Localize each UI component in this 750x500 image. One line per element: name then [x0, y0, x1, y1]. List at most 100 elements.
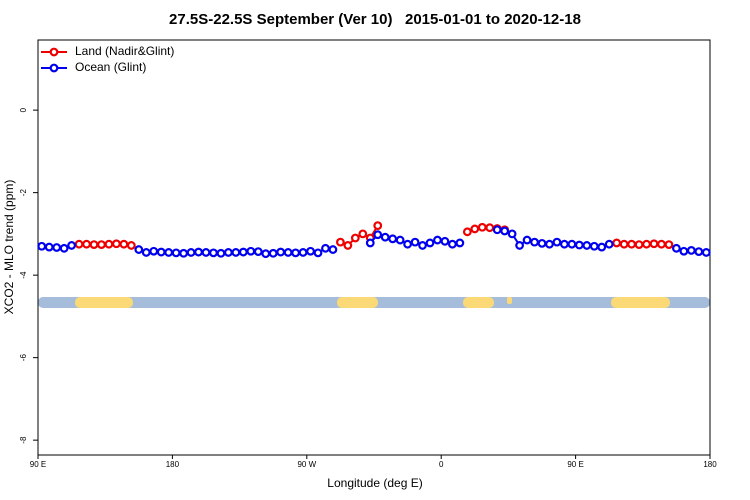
data-point	[156, 247, 166, 257]
data-point	[604, 239, 614, 249]
data-point	[283, 248, 293, 257]
data-point	[612, 238, 622, 248]
chart-title: 27.5S-22.5S September (Ver 10) 2015-01-0…	[169, 11, 581, 28]
data-point	[545, 239, 554, 249]
data-point	[268, 248, 278, 258]
data-point	[515, 241, 524, 250]
x-tick-label: 0	[439, 460, 444, 469]
x-tick-label: 180	[703, 460, 717, 469]
data-point	[477, 222, 487, 232]
data-point	[582, 241, 592, 250]
data-point	[59, 243, 69, 253]
data-point	[373, 221, 383, 231]
data-point	[567, 239, 577, 249]
data-point	[395, 235, 405, 245]
data-point	[298, 248, 308, 257]
data-point	[649, 239, 659, 249]
data-point	[216, 248, 226, 258]
data-point	[425, 238, 435, 248]
y-tick-label: -2	[19, 189, 28, 197]
data-point	[149, 246, 159, 256]
data-point	[328, 245, 338, 254]
data-point	[194, 247, 203, 257]
data-point	[664, 240, 674, 250]
x-tick-label: 90 E	[567, 460, 583, 469]
y-tick-label: -8	[19, 436, 28, 444]
land-strip	[611, 297, 670, 308]
x-axis-label: Longitude (deg E)	[327, 476, 422, 490]
data-point	[52, 243, 62, 252]
data-point	[552, 237, 562, 247]
land-strip	[507, 297, 512, 304]
data-point	[179, 248, 189, 258]
data-point	[560, 239, 569, 249]
data-point	[574, 240, 584, 250]
data-point	[440, 236, 450, 246]
data-point	[261, 249, 271, 259]
data-point	[209, 248, 218, 258]
land-ocean-mask	[38, 297, 710, 308]
legend-marker	[49, 47, 59, 57]
data-point	[388, 234, 398, 244]
data-point	[111, 239, 121, 249]
data-point	[82, 239, 91, 249]
data-point	[365, 238, 375, 248]
data-point	[433, 235, 442, 245]
land-strip	[337, 297, 378, 308]
data-point	[89, 240, 99, 250]
data-point	[694, 247, 704, 257]
data-point	[686, 245, 696, 255]
data-point	[306, 246, 315, 256]
data-point	[657, 239, 666, 249]
data-point	[485, 223, 495, 233]
data-point	[350, 233, 360, 243]
data-point	[141, 248, 151, 257]
data-point	[126, 241, 136, 250]
data-point	[634, 240, 644, 250]
data-point	[238, 247, 248, 257]
data-point	[74, 239, 84, 249]
y-tick-label: -6	[19, 354, 28, 362]
x-tick-label: 90 E	[30, 460, 46, 469]
data-point	[134, 245, 144, 254]
x-tick-label: 180	[166, 460, 180, 469]
data-point	[672, 243, 681, 253]
data-point	[619, 239, 629, 249]
data-point	[373, 230, 383, 240]
y-tick-label: 0	[19, 107, 28, 112]
legend-label: Land (Nadir&Glint)	[75, 44, 174, 58]
data-point	[223, 248, 233, 257]
data-point	[455, 238, 465, 248]
data-point	[343, 241, 353, 250]
data-point	[537, 238, 547, 248]
data-point	[67, 241, 76, 250]
data-point	[500, 226, 510, 236]
data-point	[358, 229, 368, 239]
data-point	[522, 235, 532, 245]
data-point	[276, 247, 286, 257]
legend-marker	[49, 63, 59, 73]
data-point	[462, 227, 472, 237]
data-point	[380, 232, 390, 242]
data-point	[164, 248, 174, 257]
data-point	[410, 237, 420, 247]
data-point	[530, 237, 539, 247]
series	[37, 225, 711, 259]
data-point	[701, 248, 711, 257]
data-point	[418, 241, 427, 250]
data-point	[597, 242, 607, 252]
land-strip	[75, 297, 133, 308]
legend-label: Ocean (Glint)	[75, 60, 146, 74]
y-tick-label: -4	[19, 271, 28, 279]
data-point	[507, 229, 517, 239]
data-point	[321, 243, 330, 253]
data-point	[171, 248, 181, 258]
data-point	[403, 239, 413, 249]
data-point	[246, 246, 256, 256]
data-point	[37, 241, 47, 251]
data-point	[448, 239, 457, 249]
data-point	[291, 248, 301, 258]
data-point	[186, 248, 196, 257]
data-point	[470, 224, 480, 234]
